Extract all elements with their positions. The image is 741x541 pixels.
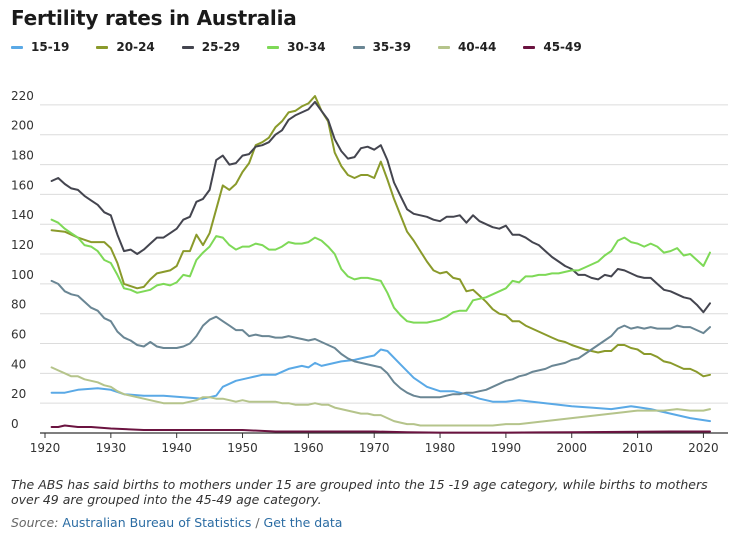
y-tick-label: 0 bbox=[11, 417, 19, 431]
legend-swatch bbox=[523, 45, 536, 49]
x-tick-label: 2020 bbox=[688, 441, 719, 455]
x-tick-label: 1950 bbox=[227, 441, 258, 455]
y-tick-label: 220 bbox=[11, 89, 34, 103]
legend-swatch bbox=[11, 45, 23, 49]
legend-item-35-39[interactable]: 35-39 bbox=[352, 40, 411, 54]
series-line-30-34 bbox=[50, 218, 711, 324]
y-tick-label: 60 bbox=[11, 328, 26, 342]
y-tick-label: 200 bbox=[11, 119, 34, 133]
source-label: Source: bbox=[11, 515, 59, 530]
chart-title: Fertility rates in Australia bbox=[11, 6, 297, 30]
line-chart: 0 20 40 60 80 100 120 140 160 180 200 220 1920 1930 19… bbox=[11, 89, 728, 455]
y-tick-label: 20 bbox=[11, 387, 26, 401]
series-line-25-29 bbox=[50, 100, 711, 314]
legend-label: 20-24 bbox=[116, 40, 155, 54]
y-tick-label: 140 bbox=[11, 208, 34, 222]
legend-swatch bbox=[437, 45, 450, 49]
legend-swatch bbox=[267, 45, 280, 49]
x-tick-label: 2000 bbox=[556, 441, 587, 455]
series-line-40-44 bbox=[50, 366, 711, 427]
x-tick-label: 1930 bbox=[96, 441, 127, 455]
legend-label: 30-34 bbox=[287, 40, 326, 54]
source-link[interactable]: Australian Bureau of Statistics bbox=[62, 515, 252, 530]
y-tick-label: 40 bbox=[11, 357, 26, 371]
legend-swatch bbox=[181, 45, 194, 49]
legend-label: 45-49 bbox=[543, 40, 582, 54]
y-tick-label: 80 bbox=[11, 298, 26, 312]
legend-item-30-34[interactable]: 30-34 bbox=[267, 40, 326, 54]
x-tick-label: 1980 bbox=[425, 441, 456, 455]
legend-label: 40-44 bbox=[457, 40, 497, 54]
legend-label: 15-19 bbox=[31, 40, 70, 54]
x-tick-label: 1920 bbox=[30, 441, 61, 455]
x-tick-label: 1990 bbox=[491, 441, 522, 455]
chart-footnote: The ABS has said births to mothers under… bbox=[11, 477, 708, 507]
legend-item-25-29[interactable]: 25-29 bbox=[181, 40, 241, 54]
legend-swatch bbox=[352, 45, 365, 49]
series-line-20-24 bbox=[50, 95, 711, 378]
source-line: Source: Australian Bureau of Statistics … bbox=[11, 515, 342, 530]
legend-swatch bbox=[96, 45, 109, 49]
x-tick-label: 1960 bbox=[293, 441, 324, 455]
source-separator: / bbox=[251, 515, 264, 530]
legend-item-15-19[interactable]: 15-19 bbox=[11, 40, 69, 54]
x-tick-label: 1940 bbox=[161, 441, 192, 455]
get-data-link[interactable]: Get the data bbox=[263, 515, 343, 530]
legend-label: 25-29 bbox=[201, 40, 241, 54]
y-tick-label: 160 bbox=[11, 178, 34, 192]
series-line-15-19 bbox=[50, 348, 711, 423]
legend-item-20-24[interactable]: 20-24 bbox=[96, 40, 155, 54]
legend-item-40-44[interactable]: 40-44 bbox=[437, 40, 497, 54]
x-tick-label: 2010 bbox=[622, 441, 653, 455]
series-line-45-49 bbox=[50, 424, 711, 434]
chart-legend: 15-19 20-24 25-29 30-34 35-39 40-44 45-49 bbox=[11, 39, 609, 55]
y-tick-label: 120 bbox=[11, 238, 34, 252]
y-tick-label: 100 bbox=[11, 268, 34, 282]
series-line-35-39 bbox=[50, 279, 711, 399]
legend-label: 35-39 bbox=[372, 40, 411, 54]
y-tick-label: 180 bbox=[11, 149, 34, 163]
x-tick-label: 1970 bbox=[359, 441, 390, 455]
legend-item-45-49[interactable]: 45-49 bbox=[523, 40, 582, 54]
